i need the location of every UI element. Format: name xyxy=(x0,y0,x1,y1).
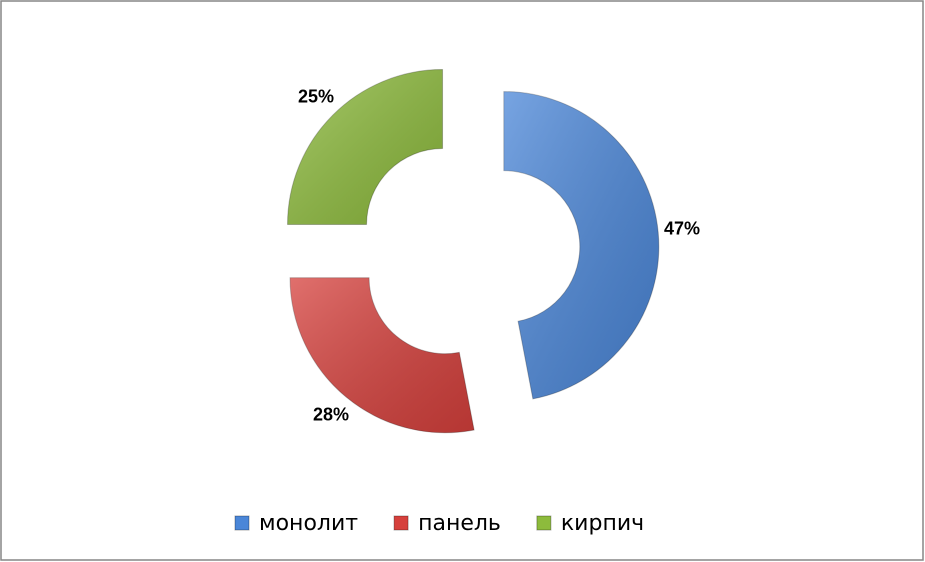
data-label: 47% xyxy=(664,219,700,239)
legend-label: монолит xyxy=(259,511,358,536)
legend: монолит панель кирпич xyxy=(234,511,644,536)
legend-swatch xyxy=(393,515,409,531)
legend-swatch xyxy=(234,515,250,531)
data-label: 25% xyxy=(298,87,334,107)
legend-label: кирпич xyxy=(561,511,644,536)
data-label: 28% xyxy=(313,404,349,424)
legend-swatch xyxy=(536,515,552,531)
legend-label: панель xyxy=(418,511,501,536)
